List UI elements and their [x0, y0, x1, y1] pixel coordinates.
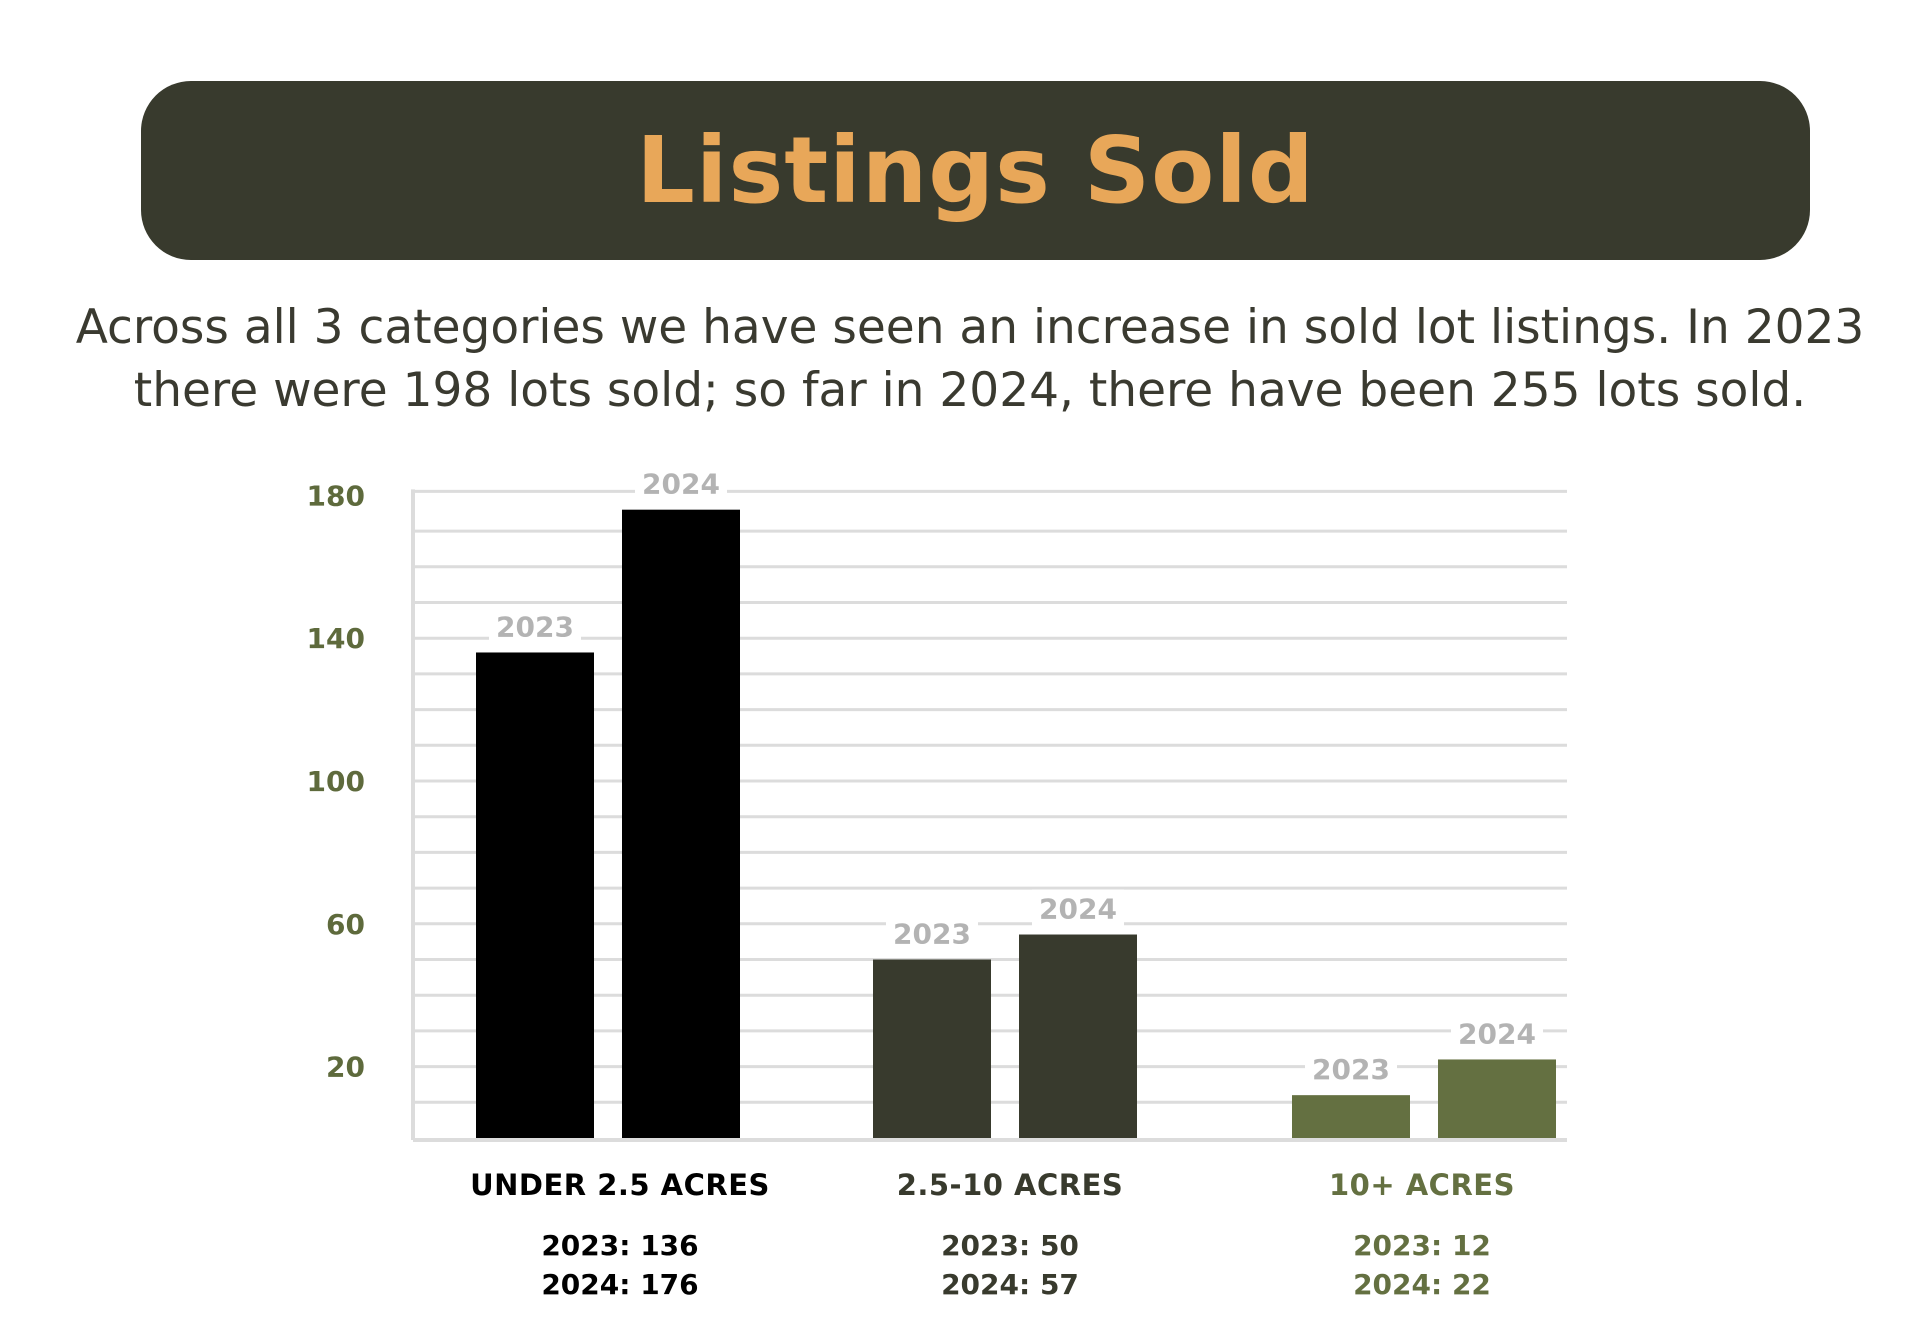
bar-label: 2024	[1039, 893, 1117, 926]
bar	[873, 959, 991, 1138]
category-value-2023: 2023: 12	[1353, 1229, 1491, 1262]
bar-label: 2024	[642, 468, 720, 501]
bar-label: 2024	[1458, 1017, 1536, 1050]
category-value-2024: 2024: 57	[941, 1268, 1079, 1301]
category-values: 2023: 50 2024: 57	[800, 1226, 1220, 1304]
bar-label-backing	[489, 607, 581, 644]
bar-label-backing	[1305, 1050, 1397, 1087]
bar-label-backing	[886, 914, 978, 951]
category-value-2024: 2024: 176	[541, 1268, 699, 1301]
title-banner: Listings Sold	[141, 81, 1810, 260]
y-tick-label: 180	[307, 479, 365, 512]
category-label: 10+ ACRES	[1328, 1168, 1515, 1202]
bar-label: 2023	[893, 918, 971, 951]
bar-label-backing	[635, 464, 727, 501]
page-title: Listings Sold	[636, 116, 1315, 224]
bar-label: 2023	[1312, 1053, 1390, 1086]
bar	[476, 652, 594, 1138]
category-values: 2023: 12 2024: 22	[1212, 1226, 1632, 1304]
chart-subtitle: Across all 3 categories we have seen an …	[40, 296, 1900, 422]
bar	[1292, 1095, 1410, 1138]
category-value-2023: 2023: 50	[941, 1229, 1079, 1262]
subtitle-line: Across all 3 categories we have seen an …	[75, 300, 1865, 355]
category-label: 2.5-10 ACRES	[896, 1168, 1124, 1202]
category-values: 2023: 136 2024: 176	[410, 1226, 830, 1304]
y-tick-label: 140	[307, 622, 365, 655]
bar	[1438, 1059, 1556, 1138]
bar-label-backing	[1451, 1014, 1543, 1051]
subtitle-line: there were 198 lots sold; so far in 2024…	[133, 363, 1807, 418]
y-tick-label: 60	[326, 908, 365, 941]
y-tick-label: 100	[307, 765, 365, 798]
bar	[1019, 934, 1137, 1138]
y-tick-label: 20	[326, 1051, 365, 1084]
bar	[622, 509, 740, 1138]
bar-label: 2023	[496, 610, 574, 643]
bar-label-backing	[1032, 889, 1124, 926]
category-value-2023: 2023: 136	[541, 1229, 699, 1262]
category-value-2024: 2024: 22	[1353, 1268, 1491, 1301]
category-label: UNDER 2.5 ACRES	[470, 1168, 770, 1202]
